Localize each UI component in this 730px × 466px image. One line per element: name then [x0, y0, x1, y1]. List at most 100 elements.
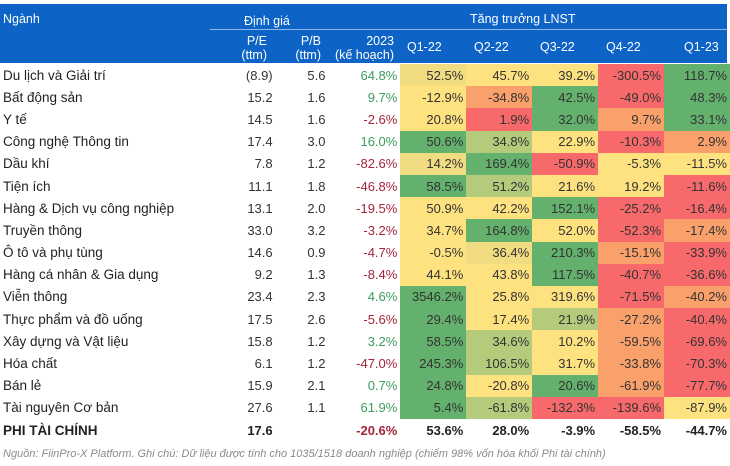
- growth-cell-q3-22: 31.7%: [532, 352, 599, 375]
- growth-cell-q1-22: 24.8%: [400, 374, 467, 397]
- sector-name: Tài nguyên Cơ bản: [3, 400, 119, 416]
- pb-value: 1.2: [307, 156, 326, 172]
- plan-growth: -20.6%: [356, 422, 398, 438]
- table-header: Ngành Định giá Tăng trưởng LNST P/E (ttm)…: [0, 4, 727, 63]
- table-row: Y tế 14.5 1.6 -2.6% 20.8% 1.9% 32.0% 9.7% 33.1%: [0, 108, 730, 131]
- pe-value: 15.9: [247, 378, 273, 394]
- table-row: Viễn thông 23.4 2.3 4.6% 3546.2% 25.8% 319.6% -…: [0, 285, 730, 309]
- pe-value: 17.6: [247, 422, 273, 438]
- growth-cell-q1-22: 5.4%: [400, 396, 467, 419]
- pb-value: 3.0: [307, 134, 326, 150]
- pe-value: 11.1: [248, 178, 273, 194]
- growth-cell-q3-22: 117.5%: [532, 263, 599, 286]
- sector-name: Công nghệ Thông tin: [3, 134, 129, 150]
- plan-growth: -82.6%: [356, 156, 398, 172]
- sector-name: Xây dựng và Vật liệu: [3, 333, 129, 349]
- pb-value: 1.2: [307, 333, 326, 349]
- pe-value: 14.6: [247, 245, 273, 261]
- growth-cell-q1-22: 245.3%: [400, 352, 467, 375]
- table-row: Tài nguyên Cơ bản 27.6 1.1 61.9% 5.4% -61.8% -…: [0, 396, 730, 419]
- growth-cell-q4-22: -58.5%: [619, 422, 662, 438]
- pb-value: 1.3: [307, 267, 326, 283]
- growth-cell-q2-22: 17.4%: [466, 308, 533, 331]
- pb-value: [276, 419, 329, 441]
- growth-cell-q1-22: 34.7%: [400, 219, 467, 242]
- growth-cell-q2-22: -20.8%: [466, 374, 533, 397]
- pe-value: 9.2: [254, 267, 273, 283]
- plan-growth: -5.6%: [363, 311, 398, 327]
- plan-growth: 4.6%: [367, 289, 398, 305]
- table-row: Thực phẩm và đồ uống 17.5 2.6 -5.6% 29.4% 17.…: [0, 308, 730, 331]
- table-row: Hóa chất 6.1 1.2 -47.0% 245.3% 106.5% 31.7% -33…: [0, 352, 730, 375]
- growth-cell-q1-23: -33.9%: [664, 241, 730, 264]
- pe-value: 13.1: [247, 200, 273, 216]
- plan-growth: -46.8%: [356, 178, 398, 194]
- growth-cell-q3-22: 52.0%: [532, 219, 599, 242]
- growth-cell-q1-23: -36.6%: [664, 263, 730, 286]
- pb-value: 0.9: [307, 245, 326, 261]
- header-growth: Tăng trưởng LNST: [470, 12, 576, 26]
- plan-growth: -8.4%: [363, 267, 398, 283]
- header-q3-22: Q3-22: [540, 40, 575, 54]
- growth-cell-q1-22: 58.5%: [400, 174, 467, 198]
- growth-divider: [397, 29, 727, 30]
- sector-name: Truyền thông: [3, 222, 83, 238]
- plan-growth: -2.6%: [363, 111, 398, 127]
- header-q1-23: Q1-23: [684, 40, 719, 54]
- growth-cell-q4-22: -71.5%: [598, 285, 665, 309]
- growth-cell-q2-22: 43.8%: [466, 263, 533, 286]
- pe-value: 14.5: [247, 111, 273, 127]
- pb-value: 2.1: [307, 378, 326, 394]
- pb-value: 1.2: [307, 356, 326, 372]
- growth-cell-q1-23: -40.2%: [664, 285, 730, 309]
- growth-cell-q4-22: -10.3%: [598, 130, 665, 153]
- growth-cell-q1-22: 20.8%: [400, 108, 467, 131]
- growth-cell-q1-22: 53.6%: [426, 422, 464, 438]
- header-sector: Ngành: [3, 12, 40, 26]
- growth-cell-q2-22: 45.7%: [466, 64, 533, 87]
- growth-cell-q4-22: -49.0%: [598, 86, 665, 109]
- growth-cell-q1-23: 33.1%: [664, 108, 730, 131]
- sector-name: Hóa chất: [3, 356, 58, 372]
- growth-cell-q4-22: -27.2%: [598, 308, 665, 331]
- plan-growth: -4.7%: [363, 245, 398, 261]
- growth-cell-q1-22: 52.5%: [400, 64, 467, 87]
- pb-value: 2.3: [307, 289, 326, 305]
- growth-cell-q4-22: -15.1%: [598, 241, 665, 264]
- growth-cell-q1-22: 44.1%: [400, 263, 467, 286]
- table-row: Truyền thông 33.0 3.2 -3.2% 34.7% 164.8% 52.0%…: [0, 219, 730, 242]
- plan-growth: 64.8%: [360, 67, 398, 83]
- pe-value: 15.8: [247, 333, 273, 349]
- footnote: Nguồn: FiinPro-X Platform. Ghi chú: Dữ l…: [3, 448, 606, 460]
- growth-cell-q1-23: -87.9%: [664, 396, 730, 419]
- growth-cell-q4-22: -33.8%: [598, 352, 665, 375]
- table-row: Dầu khí 7.8 1.2 -82.6% 14.2% 169.4% -50.9% -5.3…: [0, 152, 730, 175]
- growth-cell-q1-23: -40.4%: [664, 308, 730, 331]
- growth-cell-q1-22: 3546.2%: [400, 285, 467, 309]
- growth-cell-q3-22: 39.2%: [532, 64, 599, 87]
- growth-cell-q4-22: -59.5%: [598, 330, 665, 353]
- growth-cell-q3-22: 42.5%: [532, 86, 599, 109]
- pe-value: 17.5: [247, 311, 273, 327]
- pb-value: 1.8: [307, 178, 326, 194]
- plan-growth: -47.0%: [356, 356, 398, 372]
- plan-growth: 3.2%: [367, 333, 398, 349]
- sector-name: PHI TÀI CHÍNH: [3, 422, 98, 438]
- growth-cell-q2-22: 169.4%: [466, 152, 533, 175]
- pb-value: 2.0: [307, 200, 326, 216]
- growth-cell-q2-22: 1.9%: [466, 108, 533, 131]
- growth-cell-q2-22: 34.6%: [466, 330, 533, 353]
- table-row: Bất động sản 15.2 1.6 9.7% -12.9% -34.8% 42.5%…: [0, 86, 730, 109]
- growth-cell-q2-22: 34.8%: [466, 130, 533, 153]
- table-row: Hàng cá nhân & Gia dụng 9.2 1.3 -8.4% 44.1% 4…: [0, 263, 730, 286]
- growth-cell-q2-22: -61.8%: [466, 396, 533, 419]
- growth-cell-q1-22: -12.9%: [400, 86, 467, 109]
- pb-value: 1.1: [307, 400, 326, 416]
- table-row: Tiện ích 11.1 1.8 -46.8% 58.5% 51.2% 21.6% 19.2…: [0, 174, 730, 198]
- growth-cell-q2-22: -34.8%: [466, 86, 533, 109]
- growth-cell-q1-23: 118.7%: [664, 64, 730, 87]
- table-row: Xây dựng và Vật liệu 15.8 1.2 3.2% 58.5% 34.6…: [0, 330, 730, 353]
- growth-cell-q1-23: -11.6%: [664, 174, 730, 198]
- growth-cell-q3-22: 210.3%: [532, 241, 599, 264]
- growth-cell-q1-22: 50.6%: [400, 130, 467, 153]
